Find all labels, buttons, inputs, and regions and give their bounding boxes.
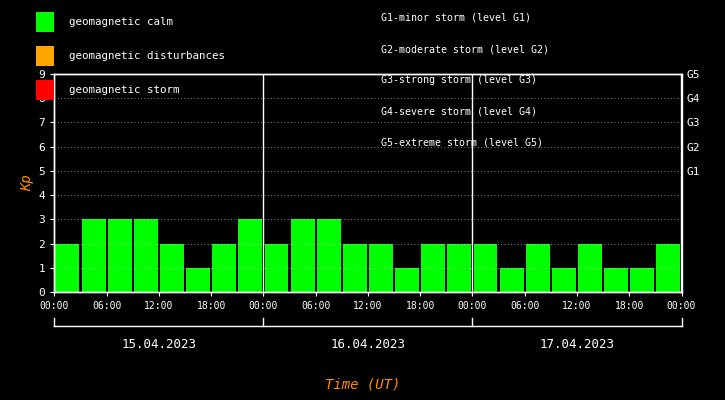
Bar xyxy=(604,268,628,292)
Text: G4-severe storm (level G4): G4-severe storm (level G4) xyxy=(381,107,536,117)
Text: 16.04.2023: 16.04.2023 xyxy=(331,338,405,351)
Bar xyxy=(134,219,158,292)
Bar xyxy=(421,244,445,292)
Bar xyxy=(317,219,341,292)
Bar xyxy=(395,268,419,292)
Bar xyxy=(56,244,80,292)
Text: Time (UT): Time (UT) xyxy=(325,378,400,392)
Bar xyxy=(630,268,654,292)
Text: geomagnetic calm: geomagnetic calm xyxy=(69,17,173,27)
Text: geomagnetic storm: geomagnetic storm xyxy=(69,85,179,95)
Text: G1-minor storm (level G1): G1-minor storm (level G1) xyxy=(381,13,531,23)
Bar xyxy=(160,244,184,292)
Bar xyxy=(578,244,602,292)
Bar xyxy=(552,268,576,292)
Text: 17.04.2023: 17.04.2023 xyxy=(539,338,615,351)
Bar xyxy=(239,219,262,292)
Text: G3-strong storm (level G3): G3-strong storm (level G3) xyxy=(381,76,536,86)
Text: G5-extreme storm (level G5): G5-extreme storm (level G5) xyxy=(381,138,542,148)
Y-axis label: Kp: Kp xyxy=(20,175,34,191)
Text: 15.04.2023: 15.04.2023 xyxy=(121,338,196,351)
Bar xyxy=(108,219,132,292)
Bar xyxy=(526,244,550,292)
Bar xyxy=(82,219,106,292)
Text: geomagnetic disturbances: geomagnetic disturbances xyxy=(69,51,225,61)
Bar xyxy=(291,219,315,292)
Bar xyxy=(447,244,471,292)
Bar xyxy=(473,244,497,292)
Bar xyxy=(656,244,680,292)
Bar xyxy=(369,244,393,292)
Bar xyxy=(186,268,210,292)
Text: G2-moderate storm (level G2): G2-moderate storm (level G2) xyxy=(381,44,549,54)
Bar xyxy=(500,268,523,292)
Bar xyxy=(212,244,236,292)
Bar xyxy=(343,244,367,292)
Bar xyxy=(265,244,289,292)
